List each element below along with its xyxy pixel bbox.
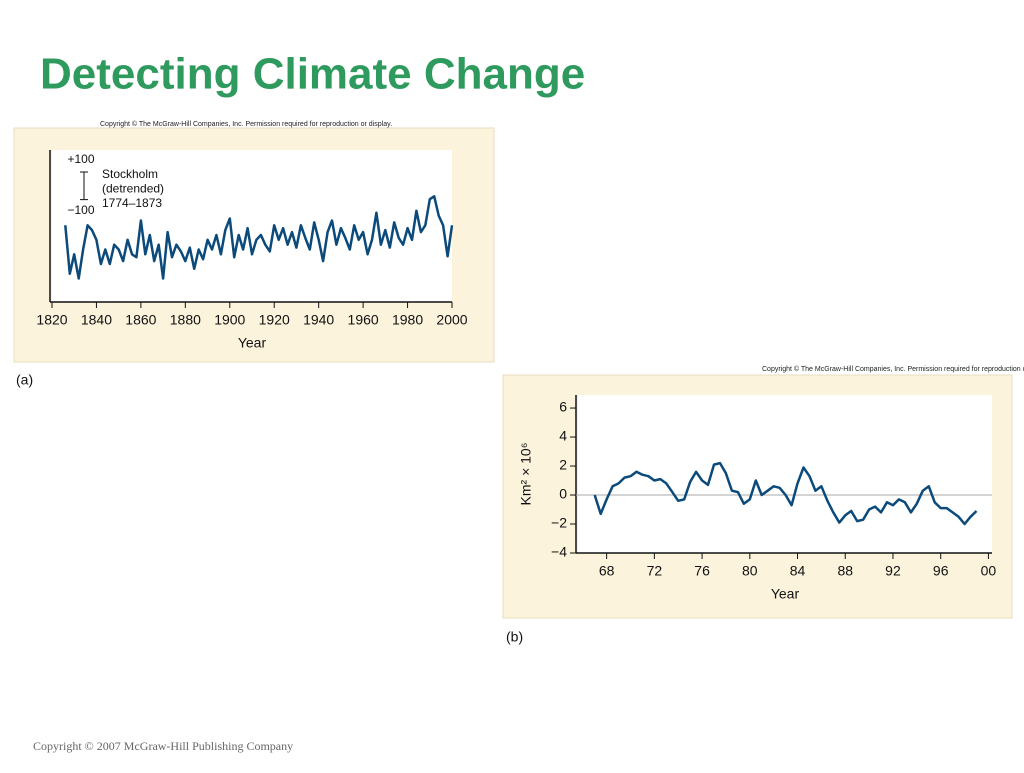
y-tick-label: 2 (559, 457, 567, 473)
x-tick-label: 00 (981, 563, 997, 579)
x-tick-label: 96 (933, 563, 949, 579)
x-tick-label: 1820 (36, 312, 67, 328)
y-tick-label: 4 (559, 428, 567, 444)
y-axis-label: Km² × 10⁶ (518, 443, 534, 506)
footer: Copyright © 2007 McGraw-Hill Publishing … (33, 739, 293, 753)
scale-bar (80, 171, 88, 201)
x-tick-label: 1920 (259, 312, 290, 328)
x-tick-label: 92 (885, 563, 901, 579)
data-line (64, 195, 454, 280)
annotation: 1774–1873 (102, 196, 162, 210)
x-tick-label: 76 (694, 563, 710, 579)
x-tick-label: 1980 (392, 312, 423, 328)
scale-top: +100 (67, 152, 94, 166)
y-tick-label: 6 (559, 399, 567, 415)
x-axis-label: Year (771, 586, 800, 602)
copyright: Copyright © The McGraw-Hill Companies, I… (100, 120, 392, 128)
scale-bottom: −100 (67, 203, 94, 217)
x-tick-label: 80 (742, 563, 758, 579)
plot-area-b (578, 395, 992, 553)
y-tick-label: 0 (559, 486, 567, 502)
y-tick-label: −4 (551, 544, 567, 560)
annotation: Stockholm (102, 167, 158, 181)
annotation: (detrended) (102, 182, 164, 196)
x-axis-label: Year (238, 335, 267, 351)
x-tick-label: 1840 (81, 312, 112, 328)
x-tick-label: 1860 (125, 312, 156, 328)
copyright: Copyright © The McGraw-Hill Companies, I… (762, 365, 1024, 373)
x-tick-label: 1880 (170, 312, 201, 328)
x-tick-label: 72 (647, 563, 663, 579)
x-tick-label: 1900 (214, 312, 245, 328)
plot-area-a (52, 150, 452, 302)
x-tick-label: 68 (599, 563, 615, 579)
x-tick-label: 2000 (436, 312, 467, 328)
panel-label: (b) (506, 629, 523, 645)
x-tick-label: 1940 (303, 312, 334, 328)
x-tick-label: 88 (837, 563, 853, 579)
y-tick-label: −2 (551, 515, 567, 531)
data-line (593, 461, 978, 526)
panel-label: (a) (16, 372, 33, 388)
slide-title: Detecting Climate Change (40, 50, 585, 99)
x-tick-label: 1960 (348, 312, 379, 328)
x-tick-label: 84 (790, 563, 806, 579)
